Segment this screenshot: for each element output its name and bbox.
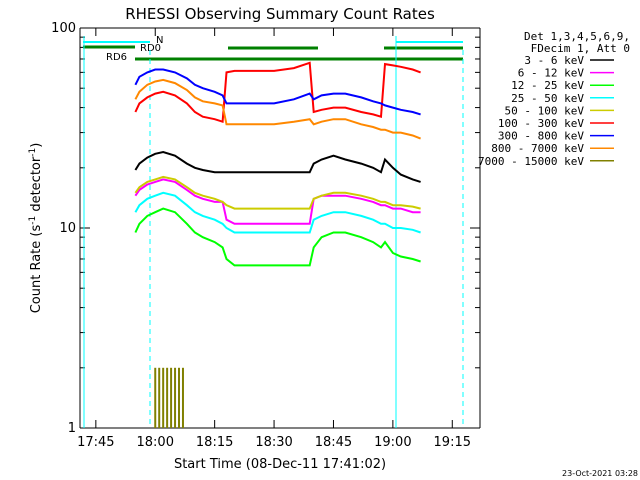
legend-header-line2: FDecim 1, Att 0 <box>531 42 630 55</box>
y-axis-label: Count Rate (s-1 detector-1) <box>28 143 44 314</box>
series-line-0 <box>134 150 421 183</box>
legend-label-2: 12 - 25 keV <box>511 79 584 92</box>
series-line-3 <box>134 191 421 234</box>
x-tick-label: 18:45 <box>315 435 352 450</box>
legend-header-line1: Det 1,3,4,5,6,9, <box>524 30 630 43</box>
x-tick-label: 18:00 <box>137 435 174 450</box>
series-line-4 <box>134 175 421 210</box>
series-line-7 <box>134 78 421 140</box>
legend-label-6: 300 - 800 keV <box>498 130 584 143</box>
x-tick-label: 19:00 <box>374 435 411 450</box>
legend-label-8: 7000 - 15000 keV <box>478 155 584 168</box>
y-tick-label-100: 100 <box>51 21 76 36</box>
legend-label-0: 3 - 6 keV <box>524 54 584 67</box>
series-line-2 <box>134 207 421 267</box>
series-line-6 <box>134 68 421 116</box>
x-tick-label: 19:15 <box>434 435 471 450</box>
series-line-1 <box>134 178 421 225</box>
legend-label-5: 100 - 300 keV <box>498 117 584 130</box>
y-axis-label-part1: Count Rate (s <box>29 225 44 314</box>
axis-ticks: 17:45 18:00 18:15 18:30 18:45 19:00 19:15 <box>77 27 480 450</box>
x-axis-label: Start Time (08-Dec-11 17:41:02) <box>174 457 386 472</box>
plot-timestamp: 23-Oct-2021 03:28 <box>562 469 638 478</box>
legend-label-3: 25 - 50 keV <box>511 92 584 105</box>
series-group <box>134 61 421 428</box>
legend-label-4: 50 - 100 keV <box>505 104 585 117</box>
x-tick-label: 18:15 <box>196 435 233 450</box>
y-axis-label-sup1: -1 <box>28 216 38 225</box>
rd6-marker-label: RD6 <box>106 52 127 63</box>
n-marker-label: N <box>156 35 163 46</box>
y-axis-label-part2: detector <box>29 156 44 216</box>
rd0-marker-label: RD0 <box>140 43 161 54</box>
y-axis-label-sup2: -1 <box>28 148 38 157</box>
y-tick-label-1: 1 <box>68 421 76 436</box>
legend-label-7: 800 - 7000 keV <box>491 142 584 155</box>
y-tick-label-10: 10 <box>59 221 76 236</box>
x-tick-label: 18:30 <box>255 435 292 450</box>
chart-title: RHESSI Observing Summary Count Rates <box>125 5 435 23</box>
series-line-5 <box>134 61 421 124</box>
legend-label-1: 6 - 12 keV <box>518 67 585 80</box>
y-axis-label-part3: ) <box>29 143 44 148</box>
x-tick-label: 17:45 <box>77 435 114 450</box>
